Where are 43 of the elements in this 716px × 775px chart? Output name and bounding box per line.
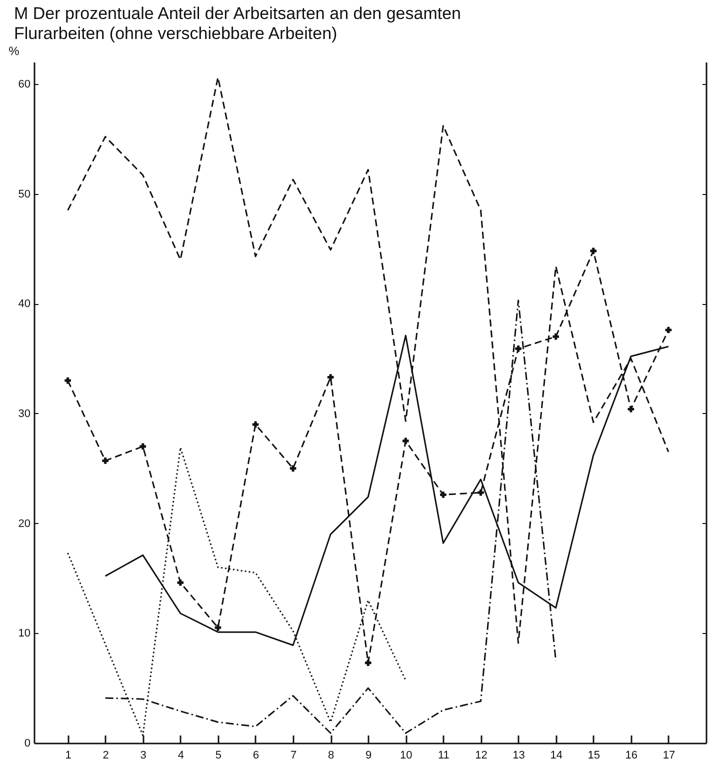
x-tick-label: 2: [102, 750, 109, 762]
y-tick-label: 10: [18, 628, 30, 640]
x-tick-label: 14: [550, 750, 562, 762]
y-tick-label: 0: [24, 738, 30, 750]
x-tick-label: 4: [178, 750, 184, 762]
x-tick-label: 17: [662, 750, 676, 762]
y-tick-label: 20: [18, 518, 30, 530]
x-tick-label: 8: [328, 750, 334, 762]
x-tick-label: 10: [400, 750, 412, 762]
x-tick-label: 11: [438, 750, 450, 762]
point: [628, 406, 634, 412]
y-tick-label: 40: [18, 298, 30, 310]
point: [364, 660, 372, 666]
point: [440, 492, 446, 498]
point: [64, 377, 71, 384]
x-tick-label: 12: [475, 750, 488, 762]
y-tick-label: 30: [18, 408, 30, 420]
point: [290, 465, 296, 472]
x-tick-label: 3: [140, 750, 146, 762]
point: [515, 346, 522, 352]
x-tick-label: 6: [252, 750, 260, 762]
point: [214, 624, 222, 631]
point: [177, 579, 184, 586]
x-tick-label: 16: [625, 750, 638, 762]
chart-title: M Der prozentuale Anteil der Arbeitsarten an den gesamten Flurarbeiten (ohne verschiebbare Arbeiten): [14, 4, 461, 43]
point: [402, 438, 409, 444]
x-tick-label: 5: [215, 750, 222, 762]
point: [590, 248, 597, 254]
y-axis-title: %: [8, 44, 20, 58]
x-tick-label: 9: [366, 750, 372, 762]
x-tick-label: 13: [512, 750, 525, 762]
y-tick-label: 50: [18, 188, 30, 200]
x-tick-label: 1: [65, 750, 72, 762]
point: [252, 421, 259, 428]
x-tick-label: 7: [290, 750, 297, 762]
point: [478, 489, 484, 496]
y-tick-label: 60: [18, 78, 30, 90]
point: [552, 333, 559, 340]
x-tick-label: 15: [588, 750, 600, 762]
point: [327, 374, 334, 380]
point: [665, 326, 672, 334]
point: [140, 443, 146, 450]
point: [102, 458, 108, 464]
